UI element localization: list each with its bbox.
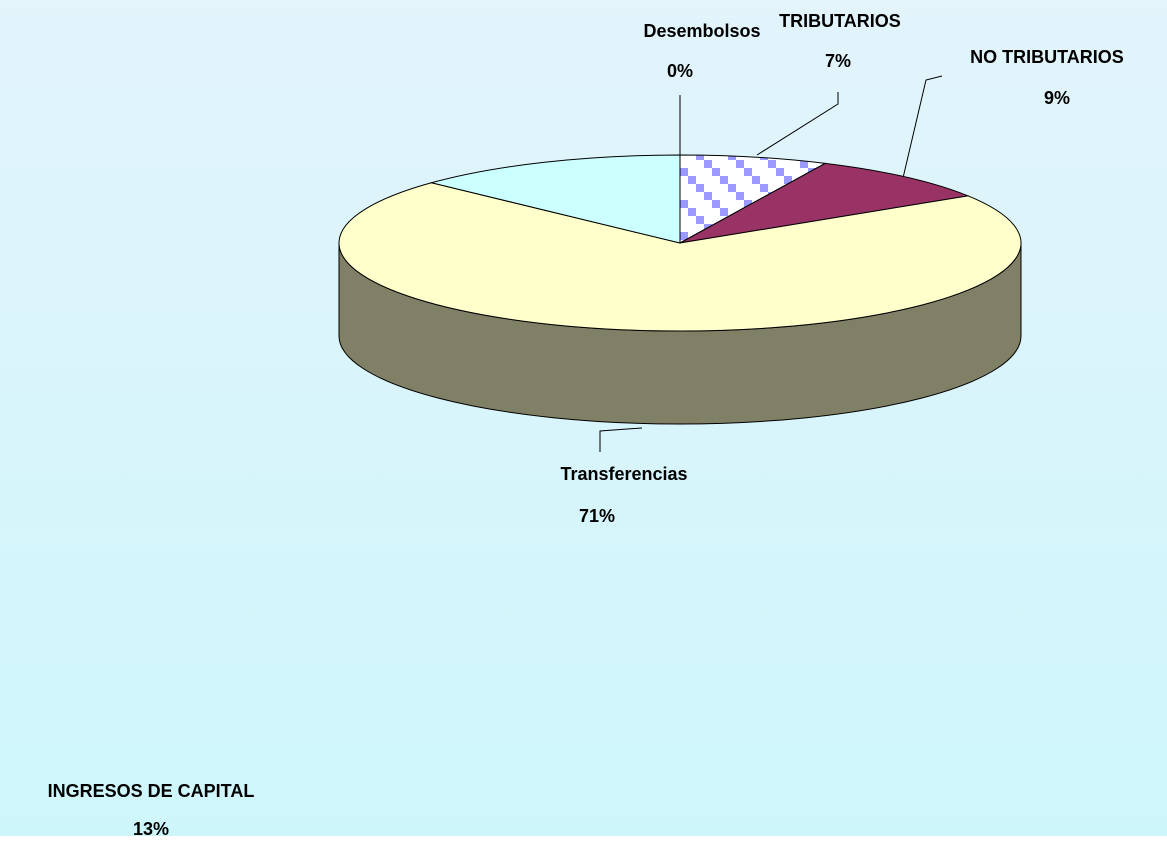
pie-top <box>338 154 1022 332</box>
slice-value-label: 9% <box>1044 88 1070 108</box>
slice-value-label: 13% <box>133 819 169 839</box>
slice-value-label: 0% <box>667 61 693 81</box>
slice-label: Transferencias <box>560 464 687 484</box>
pie-slice <box>679 154 827 244</box>
slice-value-label: 7% <box>825 51 851 71</box>
slice-label: NO TRIBUTARIOS <box>970 47 1124 67</box>
pie-slice <box>429 154 681 244</box>
leader-lines <box>599 75 943 452</box>
slice-label: INGRESOS DE CAPITAL <box>48 781 255 801</box>
slice-label: TRIBUTARIOS <box>779 11 901 31</box>
pie-slice <box>338 182 1022 332</box>
slice-label: Desembolsos <box>643 21 760 41</box>
slice-value-label: 71% <box>579 506 615 526</box>
pie-slice <box>679 162 970 244</box>
